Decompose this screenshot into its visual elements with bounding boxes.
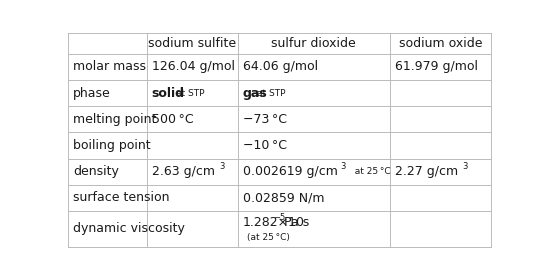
Text: at STP: at STP	[176, 89, 205, 98]
Text: 0.02859 N/m: 0.02859 N/m	[242, 191, 324, 204]
Text: 0.002619 g/cm: 0.002619 g/cm	[242, 165, 337, 178]
Text: at STP: at STP	[257, 89, 285, 98]
Text: Pa s: Pa s	[280, 216, 309, 229]
Text: sodium sulfite: sodium sulfite	[148, 37, 236, 50]
Text: 126.04 g/mol: 126.04 g/mol	[152, 60, 235, 73]
Text: melting point: melting point	[73, 113, 157, 126]
Text: 2.27 g/cm: 2.27 g/cm	[395, 165, 458, 178]
Text: phase: phase	[73, 86, 111, 99]
Text: sodium oxide: sodium oxide	[399, 37, 482, 50]
Text: molar mass: molar mass	[73, 60, 146, 73]
Text: 3: 3	[340, 163, 346, 171]
Text: 64.06 g/mol: 64.06 g/mol	[242, 60, 318, 73]
Text: 2.63 g/cm: 2.63 g/cm	[152, 165, 215, 178]
Text: solid: solid	[152, 86, 185, 99]
Text: 3: 3	[462, 163, 468, 171]
Text: 1.282×10: 1.282×10	[242, 216, 305, 229]
Text: −10 °C: −10 °C	[242, 139, 287, 152]
Text: sulfur dioxide: sulfur dioxide	[271, 37, 356, 50]
Text: gas: gas	[242, 86, 268, 99]
Text: −5: −5	[273, 213, 286, 222]
Text: boiling point: boiling point	[73, 139, 151, 152]
Text: at 25 °C: at 25 °C	[349, 167, 391, 176]
Text: 61.979 g/mol: 61.979 g/mol	[395, 60, 478, 73]
Text: dynamic viscosity: dynamic viscosity	[73, 222, 185, 235]
Text: −73 °C: −73 °C	[242, 113, 287, 126]
Text: (at 25 °C): (at 25 °C)	[247, 233, 290, 242]
Text: density: density	[73, 165, 119, 178]
Text: 500 °C: 500 °C	[152, 113, 193, 126]
Text: 3: 3	[219, 163, 224, 171]
Text: surface tension: surface tension	[73, 191, 170, 204]
